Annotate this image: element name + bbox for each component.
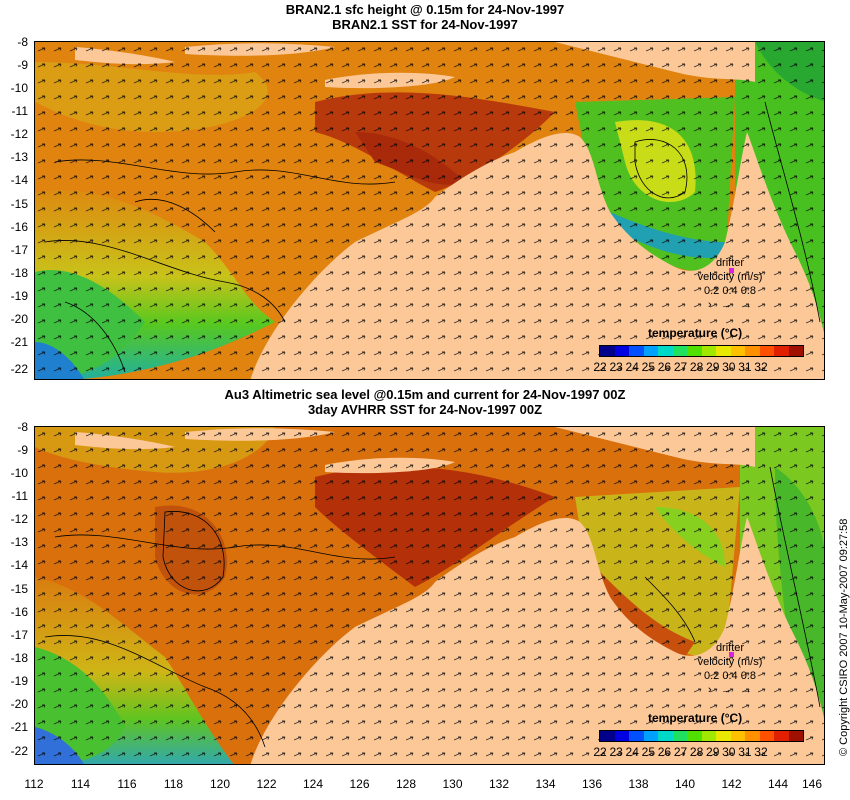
top-sst-map bbox=[34, 41, 825, 380]
bottom-drifter-legend: drifter velocity (m/s) 0.2 0.4 0.8 › → → bbox=[690, 641, 770, 697]
bottom-ytick: -20 bbox=[10, 697, 28, 711]
xtick: 118 bbox=[163, 777, 184, 791]
xtick: 112 bbox=[24, 777, 44, 791]
drifter-scale: 0.2 0.4 0.8 bbox=[704, 285, 756, 297]
bottom-ytick: -8 bbox=[17, 420, 28, 434]
bottom-ytick: -17 bbox=[10, 628, 28, 642]
top-ytick: -17 bbox=[10, 243, 28, 257]
bottom-ytick: -15 bbox=[10, 582, 28, 596]
colorbar-tick: 25 bbox=[641, 745, 655, 759]
top-panel-title-line1: BRAN2.1 sfc height @ 0.15m for 24-Nov-19… bbox=[285, 2, 565, 17]
drifter-label: drifter bbox=[715, 642, 745, 654]
colorbar-tick: 25 bbox=[641, 360, 655, 374]
colorbar-tick: 30 bbox=[722, 745, 736, 759]
xtick: 146 bbox=[801, 777, 823, 791]
drifter-arrows: › → → bbox=[708, 684, 752, 696]
bottom-ytick: -13 bbox=[10, 535, 28, 549]
colorbar-tick: 26 bbox=[657, 745, 672, 759]
bottom-ytick: -10 bbox=[10, 466, 28, 480]
top-ytick: -15 bbox=[10, 197, 28, 211]
top-ytick: -11 bbox=[11, 104, 28, 118]
top-ytick: -8 bbox=[17, 35, 28, 49]
xtick: 132 bbox=[488, 777, 510, 791]
bottom-sst-map bbox=[34, 426, 825, 765]
colorbar-tick: 22 bbox=[593, 745, 607, 759]
top-ytick: -18 bbox=[10, 266, 28, 280]
colorbar-tick: 30 bbox=[722, 360, 736, 374]
top-colorbar bbox=[599, 345, 804, 357]
xtick: 138 bbox=[628, 777, 649, 791]
colorbar-tick: 29 bbox=[706, 745, 720, 759]
colorbar-tick: 27 bbox=[673, 360, 688, 374]
bottom-ytick: -14 bbox=[10, 558, 28, 572]
xtick: 126 bbox=[349, 777, 370, 791]
bottom-panel-title-line2: 3day AVHRR SST for 24-Nov-1997 00Z bbox=[307, 402, 543, 417]
colorbar-tick: 32 bbox=[754, 360, 768, 374]
colorbar-tick: 32 bbox=[754, 745, 768, 759]
top-ytick: -14 bbox=[10, 173, 28, 187]
top-ytick: -21 bbox=[10, 335, 28, 349]
bottom-colorbar-labels: 22 23 24 25 26 27 28 29 30 31 32 bbox=[592, 745, 769, 759]
colorbar-tick: 24 bbox=[625, 745, 639, 759]
colorbar-tick: 28 bbox=[689, 745, 704, 759]
colorbar-tick: 23 bbox=[609, 745, 623, 759]
drifter-label: drifter bbox=[715, 257, 745, 269]
drifter-marker-icon bbox=[729, 268, 734, 273]
top-ytick: -20 bbox=[10, 312, 28, 326]
xtick: 128 bbox=[395, 777, 417, 791]
xtick: 120 bbox=[209, 777, 231, 791]
top-panel-title-line2: BRAN2.1 SST for 24-Nov-1997 bbox=[332, 17, 518, 32]
xtick: 136 bbox=[581, 777, 603, 791]
top-colorbar-title: temperature (°C) bbox=[648, 326, 743, 340]
colorbar-tick: 31 bbox=[738, 745, 752, 759]
drifter-arrows: › → → bbox=[708, 299, 752, 311]
xtick: 116 bbox=[117, 777, 137, 791]
top-ytick: -22 bbox=[10, 362, 28, 376]
xtick: 122 bbox=[256, 777, 277, 791]
colorbar-tick: 28 bbox=[689, 360, 704, 374]
bottom-ytick: -18 bbox=[10, 651, 28, 665]
bottom-ytick: -16 bbox=[10, 605, 28, 619]
drifter-scale: 0.2 0.4 0.8 bbox=[704, 670, 756, 682]
xtick: 134 bbox=[535, 777, 556, 791]
top-ytick: -9 bbox=[17, 58, 28, 72]
xtick: 144 bbox=[767, 777, 789, 791]
xtick: 142 bbox=[721, 777, 742, 791]
bottom-panel-title-line1: Au3 Altimetric sea level @0.15m and curr… bbox=[224, 387, 626, 402]
colorbar-tick: 22 bbox=[593, 360, 607, 374]
top-ytick: -19 bbox=[10, 289, 28, 303]
bottom-ytick: -21 bbox=[10, 720, 28, 734]
drifter-velocity-label: velocity (m/s) bbox=[697, 271, 763, 283]
colorbar-tick: 24 bbox=[625, 360, 639, 374]
top-ytick: -10 bbox=[10, 81, 28, 95]
top-map-graphic bbox=[35, 42, 824, 379]
bottom-ytick: -12 bbox=[10, 512, 28, 526]
xtick: 140 bbox=[674, 777, 696, 791]
xtick: 130 bbox=[442, 777, 463, 791]
drifter-velocity-label: velocity (m/s) bbox=[697, 656, 763, 668]
top-colorbar-labels: 22 23 24 25 26 27 28 29 30 31 32 bbox=[592, 360, 769, 374]
copyright-notice: © Copyright CSIRO 2007 10-May-2007 09:27… bbox=[838, 518, 850, 756]
top-ytick: -12 bbox=[10, 127, 28, 141]
bottom-map-graphic bbox=[35, 427, 824, 764]
drifter-marker-icon bbox=[729, 652, 734, 657]
bottom-ytick: -9 bbox=[17, 443, 28, 457]
bottom-ytick: -22 bbox=[10, 744, 28, 758]
xtick: 114 bbox=[70, 777, 91, 791]
colorbar-tick: 26 bbox=[657, 360, 672, 374]
top-ytick: -16 bbox=[10, 220, 28, 234]
colorbar-tick: 27 bbox=[673, 745, 688, 759]
top-ytick: -13 bbox=[10, 150, 28, 164]
colorbar-tick: 31 bbox=[738, 360, 752, 374]
bottom-colorbar-title: temperature (°C) bbox=[648, 711, 743, 725]
xtick: 124 bbox=[302, 777, 324, 791]
bottom-colorbar bbox=[599, 730, 804, 742]
colorbar-tick: 23 bbox=[609, 360, 623, 374]
bottom-ytick: -11 bbox=[11, 489, 28, 503]
colorbar-tick: 29 bbox=[706, 360, 720, 374]
bottom-ytick: -19 bbox=[10, 674, 28, 688]
top-drifter-legend: drifter velocity (m/s) 0.2 0.4 0.8 › → → bbox=[690, 256, 770, 312]
